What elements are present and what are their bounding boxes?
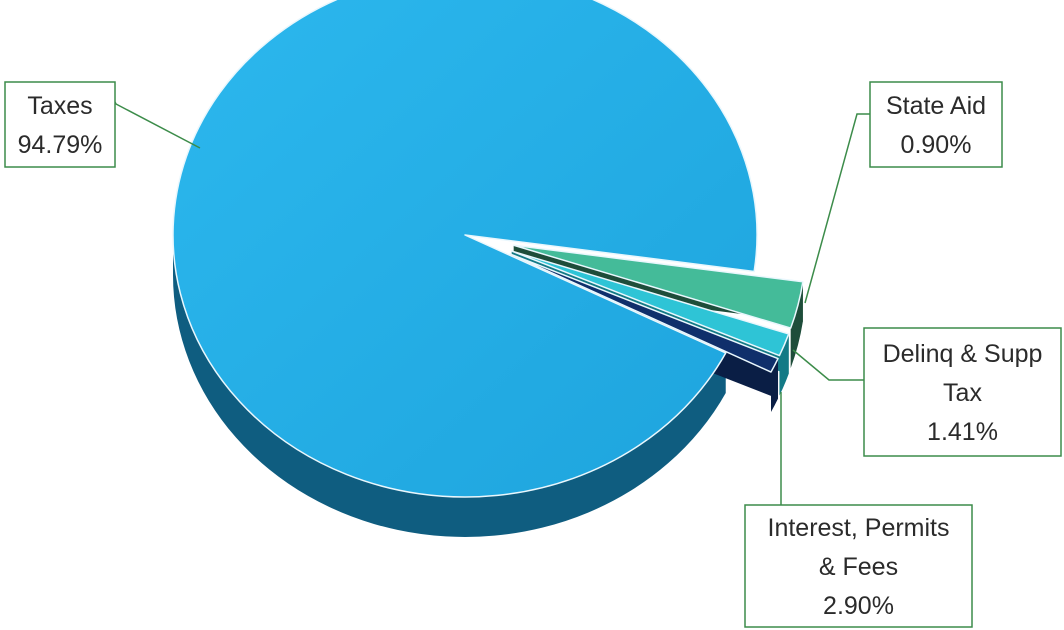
slice-value-label: 0.90% [901, 131, 972, 159]
pie-slices [172, 0, 804, 498]
callout-delinq-supp-tax: Delinq & Supp Tax 1.41% [792, 327, 1062, 457]
slice-category-label: Interest, Permits [768, 514, 950, 542]
callout-interest-permits-fees: Interest, Permits & Fees 2.90% [744, 392, 973, 628]
callout-box-delinq-supp-tax [863, 327, 1062, 457]
leader-line-delinq-supp-tax [792, 349, 864, 381]
slice-taxes [172, 0, 758, 498]
slice-side-interest-permits-fees [790, 281, 803, 369]
slice-side-taxes [172, 235, 726, 537]
callout-taxes: Taxes 94.79% [4, 81, 201, 168]
slice-value-label: 2.90% [823, 592, 894, 620]
slice-side-state-aid [771, 358, 779, 413]
callout-state-aid: State Aid 0.90% [804, 81, 1003, 304]
slice-interest-permits-fees [512, 244, 804, 329]
slice-value-label: 94.79% [18, 131, 103, 159]
callout-box-taxes [4, 81, 116, 168]
slice-state-aid [509, 253, 779, 373]
slice-value-label: 1.41% [927, 418, 998, 446]
pie-labels: Taxes 94.79% State Aid 0.90% Delinq & Supp Ta… [4, 81, 1062, 628]
callout-box-state-aid [869, 81, 1003, 168]
callout-box-interest-permits-fees [744, 504, 973, 628]
slice-category-label: Tax [943, 379, 982, 407]
leader-line-taxes [114, 101, 201, 149]
slice-category-label: Taxes [27, 92, 92, 120]
slice-category-label: State Aid [886, 92, 986, 120]
slice-category-label: Delinq & Supp [883, 340, 1043, 368]
slice-side-delinq-supp-tax [779, 333, 789, 396]
slice-category-label: & Fees [819, 553, 898, 581]
leader-line-state-aid [804, 113, 870, 304]
slice-delinq-supp-tax [510, 250, 790, 357]
